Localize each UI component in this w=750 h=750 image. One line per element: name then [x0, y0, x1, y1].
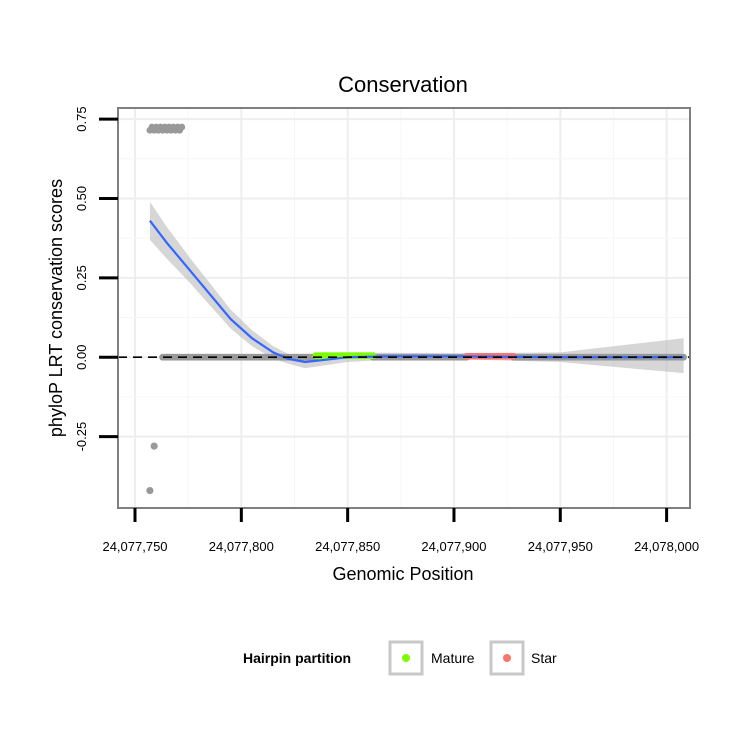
legend-swatch-mature: [402, 654, 410, 662]
grid: [118, 108, 690, 508]
y-tick-label: 0.00: [74, 345, 89, 370]
legend-label-star: Star: [531, 650, 557, 666]
x-tick-label: 24,077,850: [315, 539, 380, 554]
x-tick-label: 24,077,950: [528, 539, 593, 554]
smooth-line: [149, 220, 684, 364]
smooth-confidence-band: [149, 201, 684, 374]
data-point: [178, 123, 186, 131]
x-tick-label: 24,077,800: [209, 539, 274, 554]
panel-border: [117, 107, 691, 509]
chart-title: Conservation: [338, 72, 468, 97]
legend-swatch-star: [503, 654, 511, 662]
legend-key-mature: [388, 640, 424, 676]
plot-panel: [117, 107, 691, 509]
x-axis-title: Genomic Position: [332, 564, 473, 584]
x-tick-label: 24,077,900: [421, 539, 486, 554]
legend: Hairpin partition Mature Star: [243, 640, 557, 676]
data-point: [150, 442, 158, 450]
data-point: [680, 353, 688, 361]
legend-title: Hairpin partition: [243, 650, 351, 666]
legend-label-mature: Mature: [431, 650, 475, 666]
y-tick-label: 0.25: [74, 265, 89, 290]
x-axis: 24,077,750 24,077,800 24,077,850 24,077,900…: [102, 508, 699, 554]
y-tick-label: -0.25: [74, 422, 89, 452]
x-tick-label: 24,077,750: [102, 539, 167, 554]
y-axis-title: phyloP LRT conservation scores: [46, 179, 66, 437]
y-tick-label: 0.75: [74, 106, 89, 131]
x-tick-label: 24,078,000: [634, 539, 699, 554]
y-tick-label: 0.50: [74, 186, 89, 211]
y-axis: -0.25 0.00 0.25 0.50 0.75: [74, 106, 118, 451]
data-point: [146, 486, 154, 495]
